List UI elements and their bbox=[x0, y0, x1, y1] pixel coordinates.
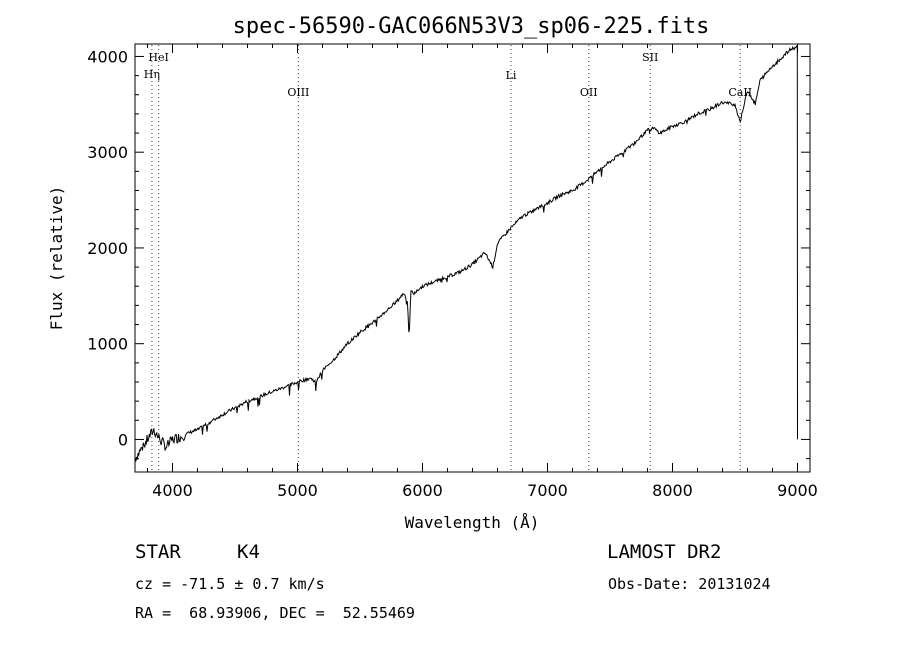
chart-title: spec-56590-GAC066N53V3_sp06-225.fits bbox=[233, 14, 710, 39]
spectrum-line bbox=[134, 45, 798, 462]
y-tick-label: 1000 bbox=[87, 335, 128, 354]
redshift-text: cz = -71.5 ± 0.7 km/s bbox=[135, 575, 325, 593]
x-axis: 4000 5000 6000 7000 8000 9000 bbox=[147, 44, 818, 500]
y-axis-title: Flux (relative) bbox=[47, 186, 66, 331]
x-tick-label: 4000 bbox=[152, 481, 193, 500]
spectral-line-label: SII bbox=[642, 51, 658, 64]
spectral-line-label: Hη bbox=[144, 68, 160, 81]
spectral-line-label: Li bbox=[506, 69, 517, 82]
y-tick-label: 4000 bbox=[87, 47, 128, 66]
spectral-line-label: OII bbox=[580, 86, 598, 99]
object-class: STAR bbox=[135, 541, 181, 563]
y-tick-label: 2000 bbox=[87, 239, 128, 258]
x-tick-label: 8000 bbox=[652, 481, 693, 500]
object-subclass: K4 bbox=[237, 541, 260, 563]
y-axis: 0 1000 2000 3000 4000 bbox=[87, 47, 810, 460]
spectral-line-label: OIII bbox=[287, 86, 309, 99]
x-tick-label: 9000 bbox=[777, 481, 818, 500]
series-layer bbox=[134, 45, 798, 462]
coordinates-text: RA = 68.93906, DEC = 52.55469 bbox=[135, 604, 415, 622]
x-tick-label: 7000 bbox=[527, 481, 568, 500]
x-tick-label: 5000 bbox=[277, 481, 318, 500]
survey-name: LAMOST DR2 bbox=[607, 541, 722, 563]
obs-date-text: Obs-Date: 20131024 bbox=[608, 575, 771, 593]
spectral-line-label: HeI bbox=[148, 51, 168, 64]
y-tick-label: 3000 bbox=[87, 143, 128, 162]
x-axis-title: Wavelength (Å) bbox=[405, 513, 540, 532]
y-tick-label: 0 bbox=[118, 430, 128, 449]
x-tick-label: 6000 bbox=[402, 481, 443, 500]
